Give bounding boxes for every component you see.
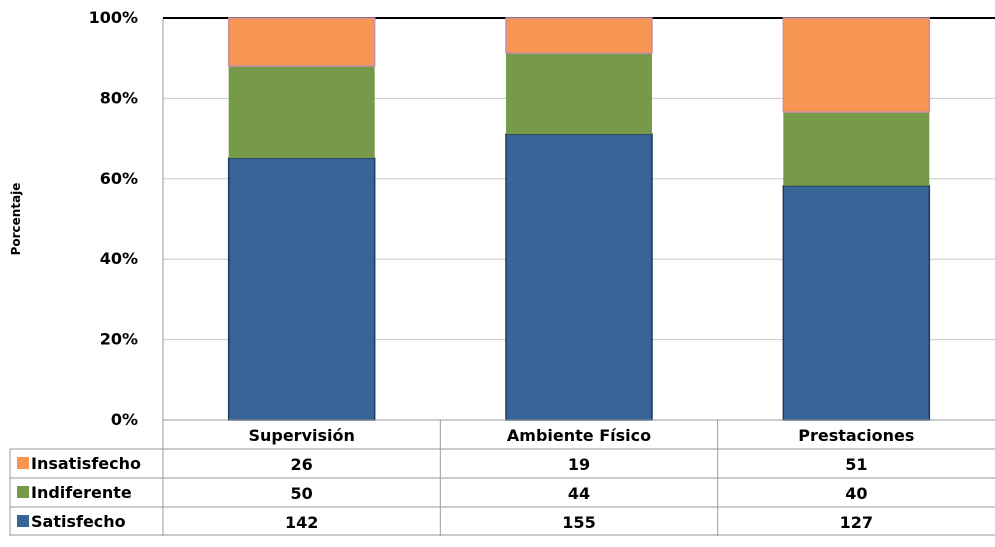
bar-segment-indiferente [783,112,930,186]
category-label: Prestaciones [798,426,914,445]
bar-segment-satisfecho [227,157,376,421]
legend-label: Satisfecho [31,512,126,531]
bar-segment-insatisfecho [227,17,376,67]
y-tick-label: 40% [100,249,138,268]
table-value: 40 [845,484,867,503]
y-tick-label: 20% [100,330,138,349]
bar-segment-indiferente [228,65,375,159]
legend-label: Indiferente [31,483,132,502]
y-tick-label: 0% [111,410,138,429]
table-value: 26 [291,455,313,474]
y-axis-label: Porcentaje [9,183,23,256]
bar-segment-indiferente [506,53,652,135]
y-tick-label: 60% [100,169,138,188]
y-tick-label: 100% [89,8,138,27]
y-tick-label: 80% [100,88,138,107]
bar-segment-satisfecho [505,133,653,421]
category-label: Ambiente Físico [507,426,651,445]
table-value: 51 [845,455,867,474]
legend-swatch [17,457,29,469]
legend-swatch [17,515,29,527]
table-value: 50 [291,484,313,503]
legend-label: Insatisfecho [31,454,141,473]
table-value: 155 [562,513,595,532]
legend-swatch [17,486,29,498]
category-label: Supervisión [248,426,354,445]
table-value: 44 [568,484,590,503]
bar-segment-insatisfecho [505,17,653,54]
table-value: 127 [840,513,873,532]
bar-segment-insatisfecho [782,17,931,113]
table-value: 19 [568,455,590,474]
bar-segment-satisfecho [782,185,931,421]
table-value: 142 [285,513,318,532]
